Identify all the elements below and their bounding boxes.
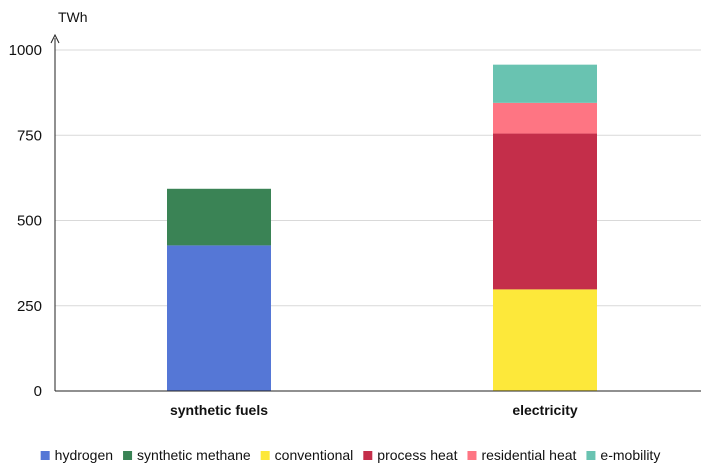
legend-swatch (586, 451, 596, 460)
legend-item: e-mobility (586, 447, 660, 463)
gridlines (55, 49, 701, 307)
legend-item: synthetic methane (123, 447, 251, 463)
bar-segment-residential-heat-electricity (493, 102, 597, 134)
legend-item: hydrogen (40, 447, 113, 463)
bar-segment-hydrogen-synthetic-fuels (167, 245, 271, 391)
legend-label: residential heat (481, 447, 576, 463)
y-axis-arrow-icon (50, 33, 60, 44)
legend-item: conventional (260, 447, 354, 463)
legend-swatch (467, 451, 477, 460)
bar-segment-synthetic-methane-synthetic-fuels (167, 188, 271, 246)
bar-segment-process-heat-electricity (493, 133, 597, 290)
y-tick-label: 750 (17, 127, 42, 144)
category-label: synthetic fuels (170, 402, 268, 418)
y-tick-label: 0 (34, 383, 42, 400)
axes: TWh (50, 9, 701, 392)
legend-label: hydrogen (55, 447, 113, 463)
y-tick-labels: 0 250 500 750 1000 (9, 42, 42, 400)
legend-label: conventional (275, 447, 354, 463)
bars (167, 64, 597, 391)
legend-item: residential heat (467, 447, 577, 463)
bar-segment-e-mobility-electricity (493, 64, 597, 103)
legend-swatch (40, 451, 50, 460)
legend-label: e-mobility (600, 447, 660, 463)
bar-segment-conventional-electricity (493, 289, 597, 391)
legend-label: synthetic methane (137, 447, 251, 463)
y-tick-label: 250 (17, 298, 42, 315)
category-labels: synthetic fuels electricity (170, 402, 578, 418)
y-axis-unit-label: TWh (58, 9, 88, 25)
legend-label: process heat (377, 447, 457, 463)
category-label: electricity (512, 402, 578, 418)
legend-swatch (363, 451, 373, 460)
legend: hydrogen synthetic methane conventional pro… (40, 447, 660, 463)
legend-swatch (123, 451, 133, 460)
y-tick-label: 500 (17, 213, 42, 230)
legend-swatch (260, 451, 270, 460)
legend-item: process heat (363, 447, 458, 463)
y-tick-label: 1000 (9, 42, 42, 59)
